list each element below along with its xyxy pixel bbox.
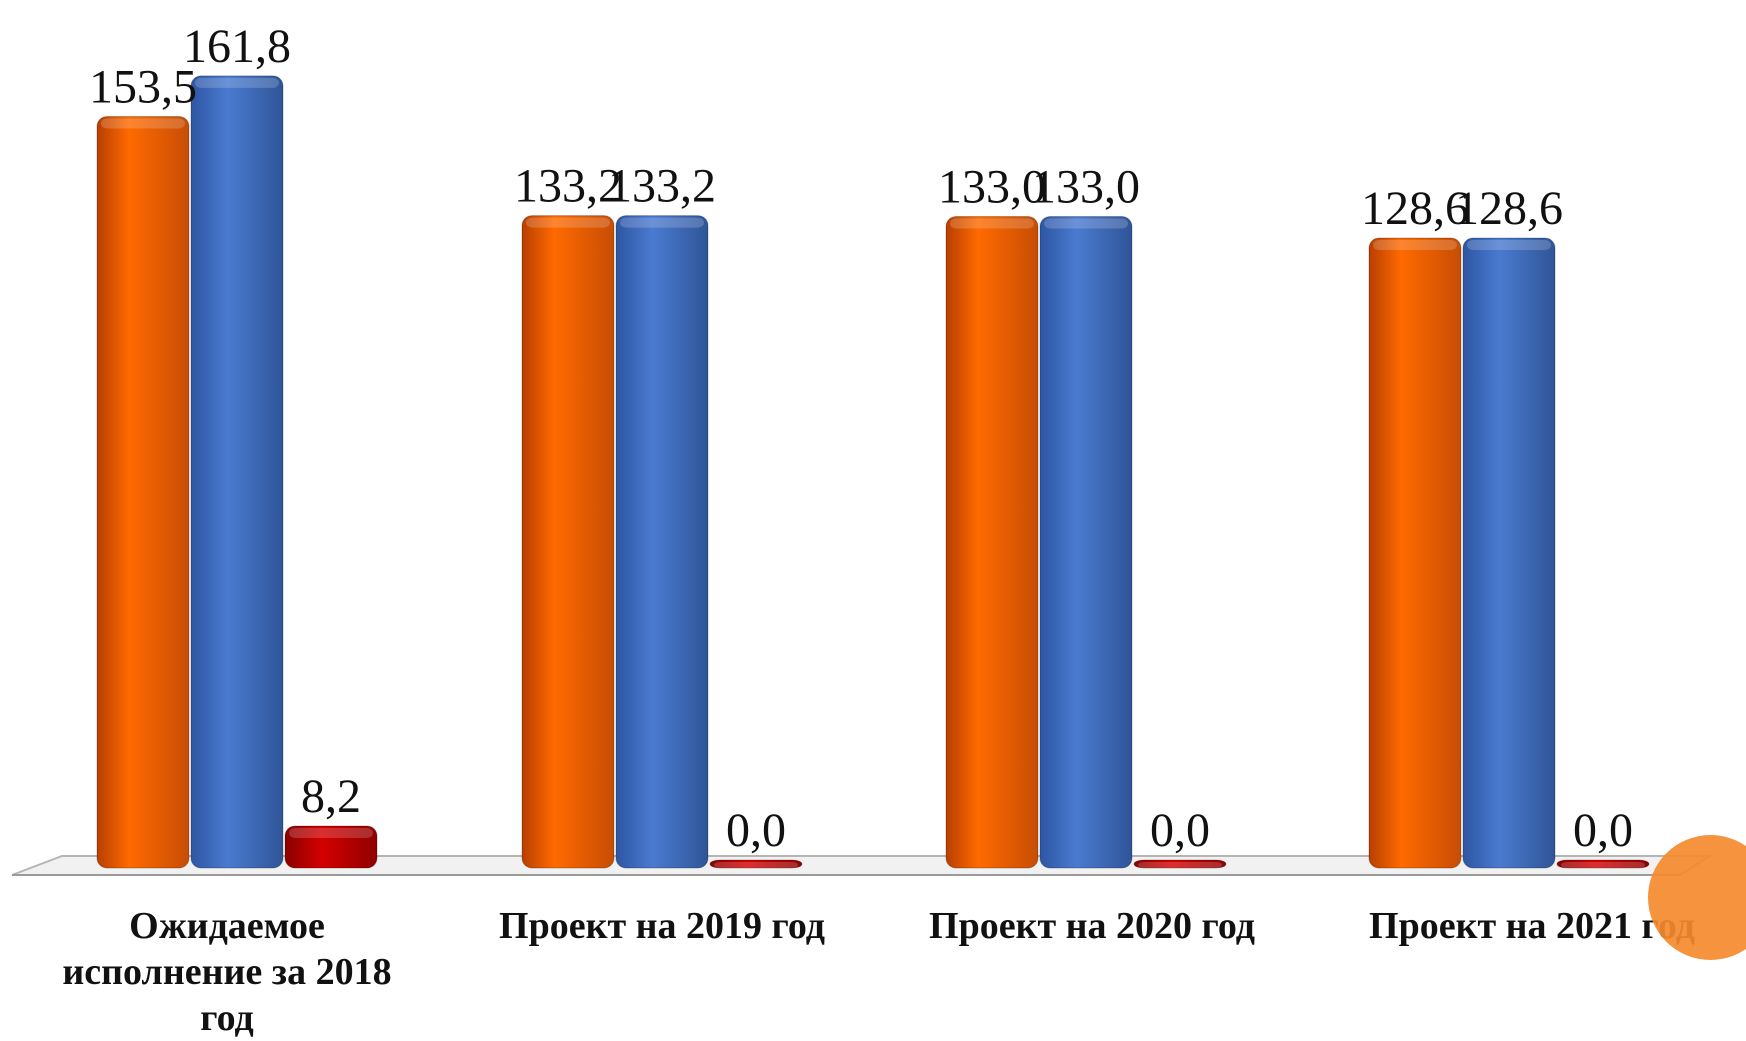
bar-blue-3: [1039, 216, 1133, 869]
bar-orange-2: [521, 215, 615, 869]
bar-highlight-orange-2: [526, 217, 610, 228]
bar-highlight-red-2: [714, 862, 798, 868]
bar-blue-2: [615, 215, 709, 869]
category-label-1-line-1: Ожидаемое: [129, 905, 325, 947]
value-label-orange-3: 133,0: [938, 161, 1046, 214]
bar-red-2: [709, 859, 803, 869]
value-label-red-3: 0,0: [1150, 804, 1210, 857]
value-label-orange-1: 153,5: [89, 60, 197, 113]
bar-highlight-red-4: [1561, 862, 1645, 868]
bar-highlight-blue-2: [620, 217, 704, 228]
category-label-2-line-1: Проект на 2019 год: [499, 905, 825, 947]
bar-blue-1: [190, 75, 284, 869]
value-label-red-2: 0,0: [726, 804, 786, 857]
bar-orange-4: [1368, 237, 1462, 869]
bar-highlight-orange-1: [101, 118, 185, 129]
bar-red-4: [1556, 859, 1650, 869]
value-label-blue-4: 128,6: [1455, 182, 1563, 235]
value-label-orange-2: 133,2: [514, 160, 622, 213]
value-label-red-4: 0,0: [1573, 804, 1633, 857]
decorative-circle: [1648, 835, 1746, 960]
bar-highlight-red-1: [289, 827, 373, 838]
value-label-blue-3: 133,0: [1032, 161, 1140, 214]
value-label-blue-1: 161,8: [183, 20, 291, 73]
category-label-1-line-2: исполнение за 2018: [62, 951, 391, 993]
value-label-red-1: 8,2: [301, 770, 361, 823]
category-label-3-line-1: Проект на 2020 год: [929, 905, 1255, 947]
bar-orange-3: [945, 216, 1039, 869]
bar-highlight-blue-1: [195, 77, 279, 88]
bar-highlight-orange-3: [950, 218, 1034, 229]
value-label-orange-4: 128,6: [1361, 182, 1469, 235]
bar-red-3: [1133, 859, 1227, 869]
bar-orange-1: [96, 115, 190, 869]
value-label-blue-2: 133,2: [608, 160, 716, 213]
bar-highlight-blue-3: [1044, 218, 1128, 229]
bar-highlight-red-3: [1138, 862, 1222, 868]
bar-highlight-orange-4: [1373, 240, 1457, 251]
category-label-1-line-3: год: [200, 997, 253, 1039]
bar-red-1: [284, 825, 378, 869]
bar-blue-4: [1462, 237, 1556, 869]
bar-highlight-blue-4: [1467, 240, 1551, 251]
category-label-4-line-1: Проект на 2021 год: [1369, 905, 1695, 947]
